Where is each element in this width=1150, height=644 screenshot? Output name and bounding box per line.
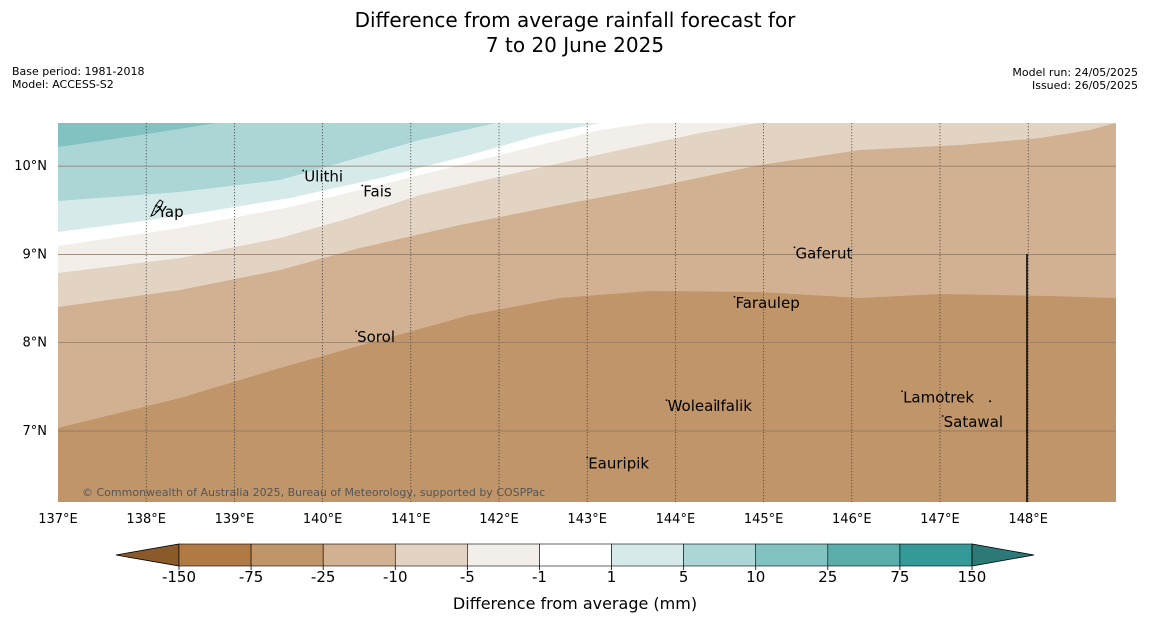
place-marker [355, 330, 358, 333]
colorbar-tick-label: -75 [239, 568, 264, 586]
place-marker [302, 169, 305, 172]
base-period: Base period: 1981-2018 [12, 65, 145, 78]
place-marker [714, 399, 716, 401]
lon-tick-label: 138°E [126, 512, 166, 527]
copyright-notice: © Commonwealth of Australia 2025, Bureau… [82, 486, 545, 499]
lon-tick-label: 148°E [1008, 512, 1048, 527]
lat-tick-label: 9°N [23, 247, 48, 262]
place-label: Satawal [944, 413, 1003, 431]
lon-tick-label: 146°E [832, 512, 872, 527]
colorbar-swatch [467, 543, 540, 567]
lon-tick-label: 144°E [656, 512, 696, 527]
place-labels: Ulithi Fais Yap Gaferut Faraulep Sorol WoleaiI… [155, 168, 1003, 472]
place-label: Ulithi [304, 168, 343, 186]
colorbar-swatch [178, 543, 252, 567]
band-10-to-25 [58, 123, 216, 147]
colorbar-tick-label: 5 [679, 568, 689, 586]
band-5-to-10 [58, 123, 496, 201]
place-marker [793, 246, 796, 249]
place-marker [941, 415, 944, 417]
place-label: Fais [363, 183, 392, 201]
colorbar-tick-label: 150 [958, 568, 987, 586]
colorbar-extend-low [115, 543, 180, 567]
colorbar-tick-label: -10 [383, 568, 408, 586]
colorbar-swatch [683, 543, 757, 567]
colorbar-swatch [899, 543, 973, 567]
place-marker [901, 390, 903, 393]
place-label: Lamotrek [903, 388, 974, 406]
colorbar-tick-label: 25 [818, 568, 837, 586]
place-marker [733, 295, 736, 298]
colorbar-swatch [539, 543, 612, 567]
colorbar-swatch [827, 543, 901, 567]
lon-tick-label: 137°E [38, 512, 78, 527]
colorbar-extend-high [971, 543, 1035, 567]
chart-title: Difference from average rainfall forecas… [0, 8, 1150, 58]
colorbar-tick-label: -1 [532, 568, 547, 586]
model-run: Model run: 24/05/2025 [1012, 66, 1138, 79]
lon-tick-label: 145°E [744, 512, 784, 527]
model-name: Model: ACCESS-S2 [12, 78, 114, 91]
colorbar-swatch [394, 543, 468, 567]
place-marker [586, 456, 589, 459]
place-label: Sorol [357, 328, 395, 346]
issued-date: Issued: 26/05/2025 [1031, 79, 1138, 92]
meta-right: Model run: 24/05/2025 Issued: 26/05/2025 [1012, 66, 1138, 92]
title-line-2: 7 to 20 June 2025 [485, 33, 665, 57]
colorbar-swatch [755, 543, 829, 567]
place-label: Eauripik [588, 454, 649, 472]
place-marker [361, 184, 364, 187]
colorbar-label: Difference from average (mm) [452, 594, 698, 613]
lon-tick-label: 147°E [920, 512, 960, 527]
place-label: Yap [157, 203, 184, 221]
colorbar: -150 -75 -25 -10 -5 -1 1 5 10 25 75 150 [115, 543, 1035, 586]
axis-tick-labels: 137°E 138°E 139°E 140°E 141°E 142°E 143°E 144°E… [14, 159, 1048, 527]
place-label: Woleai [668, 397, 718, 415]
yap-island-icon [150, 199, 164, 217]
colorbar-tick-label: 75 [890, 568, 909, 586]
place-label: Ifalik [716, 397, 752, 415]
colorbar-swatch [611, 543, 684, 567]
place-label: Faraulep [735, 294, 799, 312]
lon-tick-label: 139°E [215, 512, 255, 527]
place-label: Gaferut [795, 244, 852, 262]
place-marker [989, 400, 992, 403]
colorbar-tick-label: -150 [162, 568, 196, 586]
colorbar-tick-label: 10 [746, 568, 765, 586]
colorbar-swatch [322, 543, 396, 567]
place-marker [665, 399, 668, 401]
lon-tick-label: 141°E [391, 512, 431, 527]
colorbar-swatch [250, 543, 324, 567]
colorbar-tick-label: -5 [460, 568, 475, 586]
lon-tick-label: 143°E [567, 512, 607, 527]
colorbar-tick-label: -25 [311, 568, 336, 586]
lat-tick-label: 8°N [23, 336, 48, 351]
lon-tick-label: 142°E [479, 512, 519, 527]
title-line-1: Difference from average rainfall forecas… [354, 8, 796, 32]
colorbar-tick-label: 1 [607, 568, 617, 586]
graticule [58, 123, 1116, 502]
lat-tick-label: 10°N [14, 159, 47, 174]
lon-tick-label: 140°E [303, 512, 343, 527]
meta-left: Base period: 1981-2018 Model: ACCESS-S2 [12, 65, 144, 91]
lat-tick-label: 7°N [23, 424, 48, 439]
